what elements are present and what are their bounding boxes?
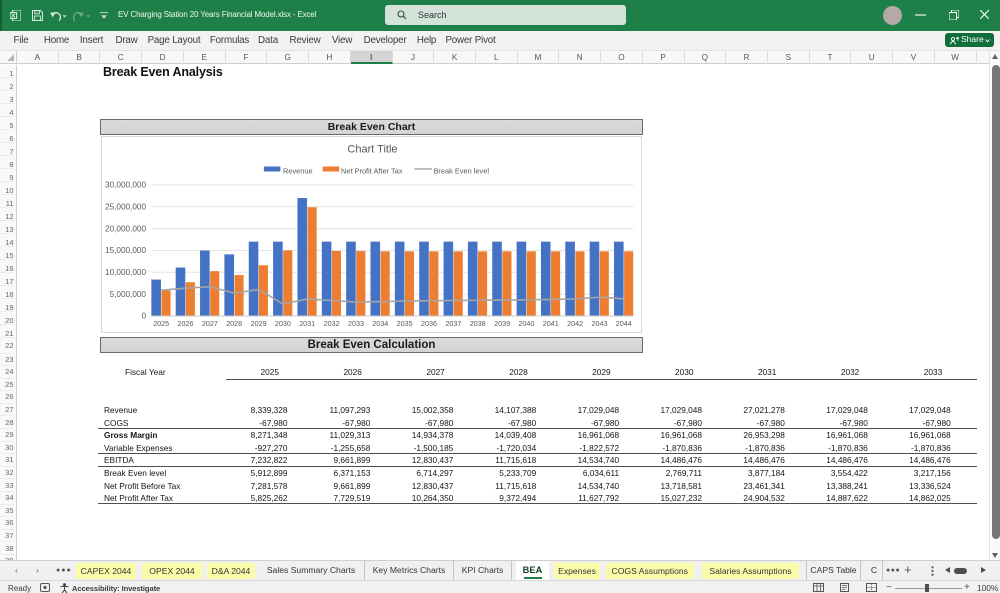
svg-text:2038: 2038 — [469, 319, 485, 328]
svg-text:2044: 2044 — [615, 319, 631, 328]
svg-text:2042: 2042 — [567, 319, 583, 328]
svg-text:2036: 2036 — [421, 319, 437, 328]
svg-text:5,000,000: 5,000,000 — [109, 290, 146, 299]
svg-text:Net Profit After Tax: Net Profit After Tax — [341, 167, 403, 176]
svg-text:2033: 2033 — [348, 319, 364, 328]
svg-text:2027: 2027 — [201, 319, 217, 328]
svg-text:2026: 2026 — [177, 319, 193, 328]
svg-text:2041: 2041 — [542, 319, 558, 328]
svg-text:2035: 2035 — [396, 319, 412, 328]
svg-text:10,000,000: 10,000,000 — [105, 268, 146, 277]
svg-text:20,000,000: 20,000,000 — [105, 224, 146, 233]
svg-text:2043: 2043 — [591, 319, 607, 328]
svg-text:2034: 2034 — [372, 319, 388, 328]
svg-text:15,000,000: 15,000,000 — [105, 246, 146, 255]
svg-text:2031: 2031 — [299, 319, 315, 328]
svg-text:2025: 2025 — [153, 319, 169, 328]
svg-text:25,000,000: 25,000,000 — [105, 202, 146, 211]
svg-text:2030: 2030 — [274, 319, 290, 328]
svg-text:2032: 2032 — [323, 319, 339, 328]
svg-text:2039: 2039 — [494, 319, 510, 328]
svg-text:2028: 2028 — [226, 319, 242, 328]
svg-text:2029: 2029 — [250, 319, 266, 328]
svg-text:Revenue: Revenue — [283, 167, 313, 176]
svg-text:2037: 2037 — [445, 319, 461, 328]
svg-text:2040: 2040 — [518, 319, 534, 328]
svg-text:30,000,000: 30,000,000 — [105, 181, 146, 190]
svg-text:Break Even level: Break Even level — [433, 167, 489, 176]
svg-text:Chart Title: Chart Title — [347, 144, 397, 156]
svg-text:0: 0 — [141, 312, 146, 321]
